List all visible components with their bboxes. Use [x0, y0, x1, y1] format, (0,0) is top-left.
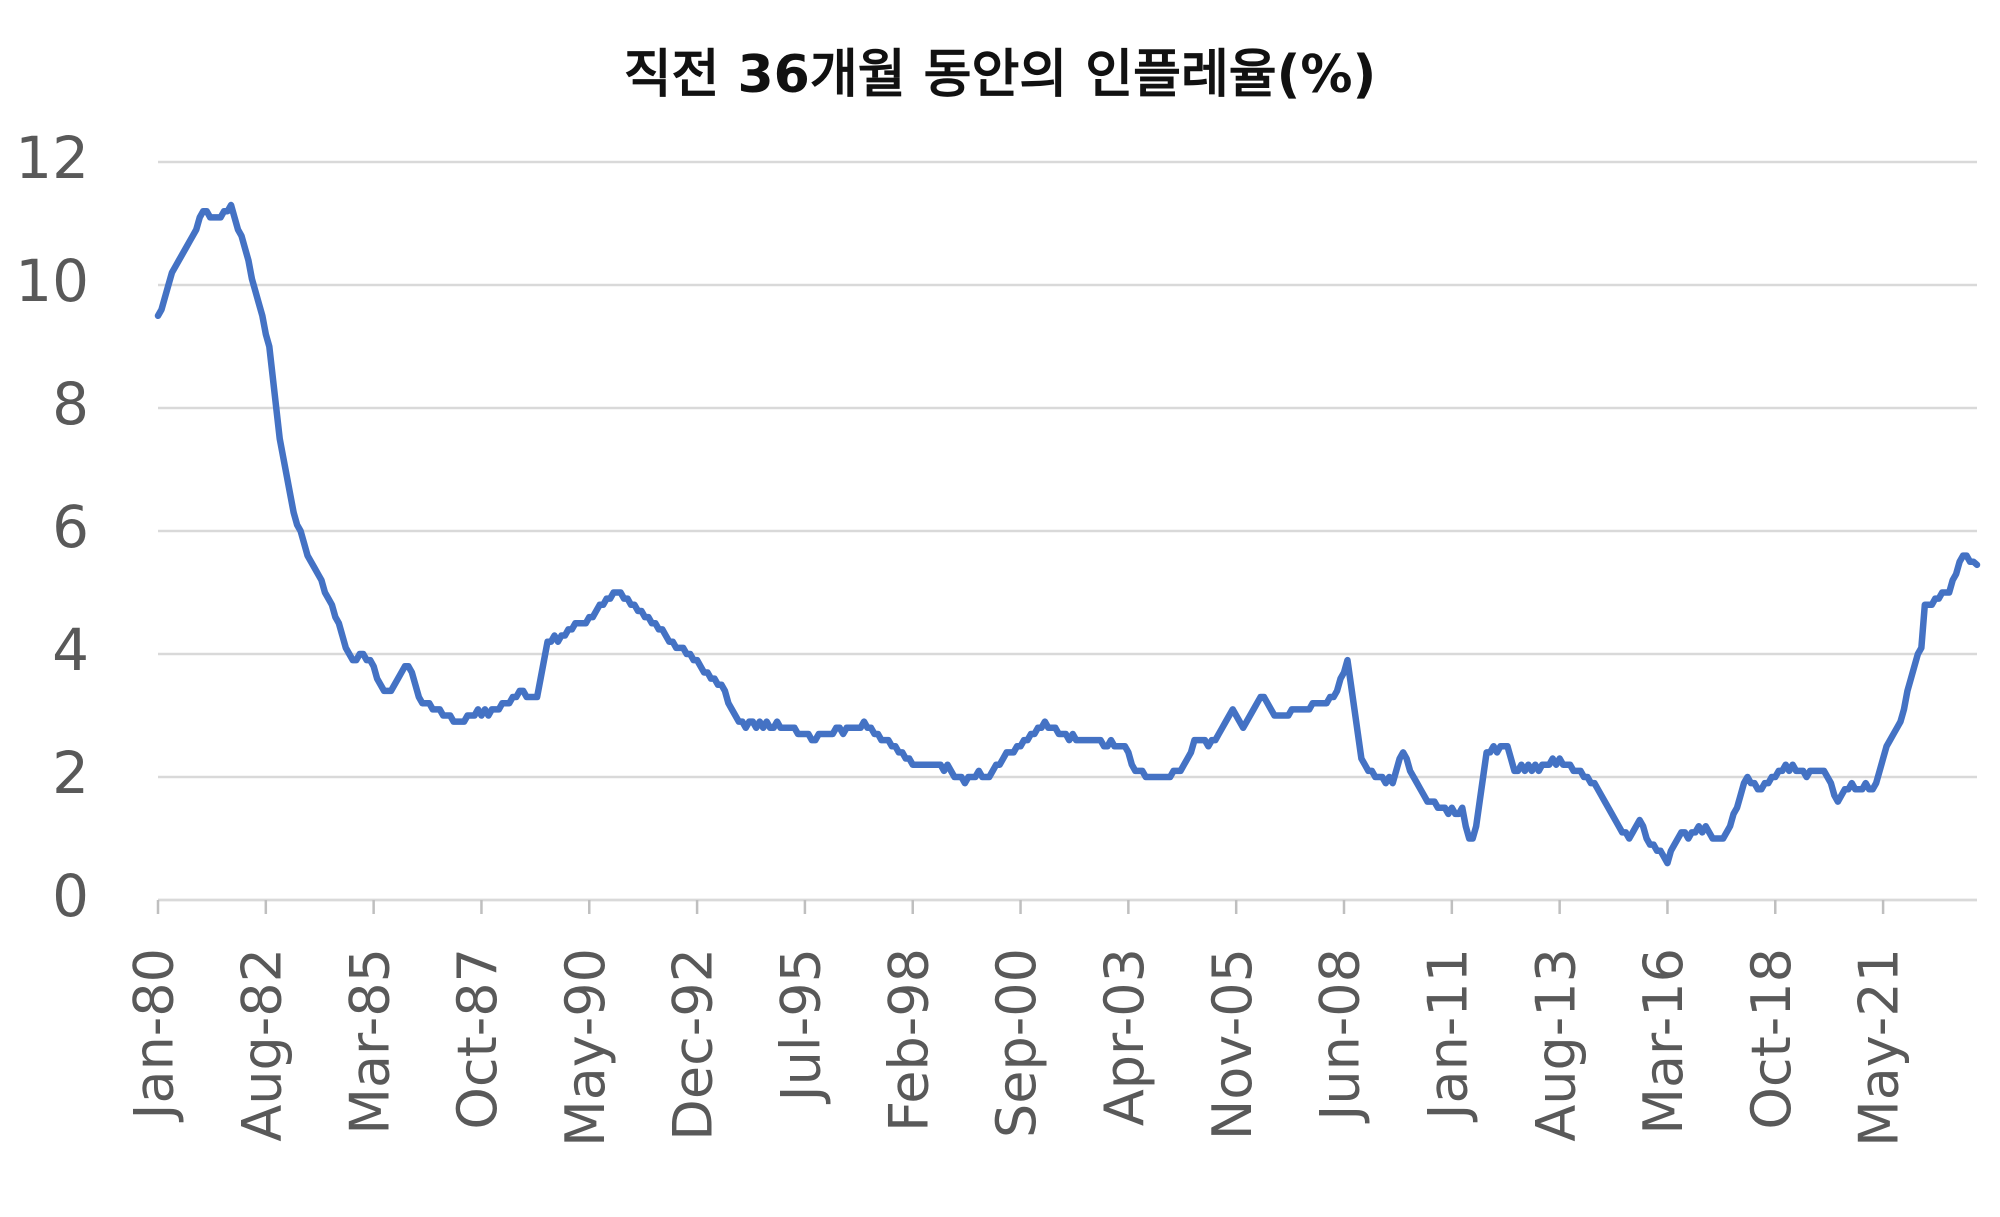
x-tick-label: Jan-80 — [123, 948, 186, 1122]
x-tick-label: Apr-03 — [1093, 948, 1156, 1126]
x-tick-label: Mar-16 — [1632, 948, 1695, 1135]
x-tick-label: Jun-08 — [1309, 948, 1372, 1124]
chart-title: 직전 36개월 동안의 인플레율(%) — [624, 45, 1377, 105]
y-tick-label: 0 — [52, 862, 89, 930]
x-tick-label: Aug-82 — [230, 948, 293, 1142]
x-tick-label: May-90 — [554, 948, 617, 1147]
y-tick-label: 10 — [15, 247, 89, 315]
x-tick-label: Dec-92 — [662, 948, 725, 1141]
y-tick-label: 8 — [52, 370, 89, 438]
x-tick-label: Aug-13 — [1524, 948, 1587, 1142]
x-tick-label: Oct-87 — [446, 948, 509, 1130]
x-tick-label: Nov-05 — [1201, 948, 1264, 1140]
data-line — [154, 201, 1981, 867]
y-tick-label: 2 — [52, 739, 89, 807]
x-tick-label: Mar-85 — [338, 948, 401, 1135]
x-tick-label: May-21 — [1848, 948, 1911, 1147]
x-tick-label: Feb-98 — [877, 948, 940, 1132]
x-tick-label: Oct-18 — [1740, 948, 1803, 1130]
y-tick-label: 12 — [15, 124, 89, 192]
x-tick-label: Jul-95 — [770, 948, 833, 1104]
y-tick-label: 4 — [52, 616, 89, 684]
x-tick-label: Jan-11 — [1416, 948, 1479, 1122]
x-tick-label: Sep-00 — [985, 948, 1048, 1138]
y-tick-label: 6 — [52, 493, 89, 561]
